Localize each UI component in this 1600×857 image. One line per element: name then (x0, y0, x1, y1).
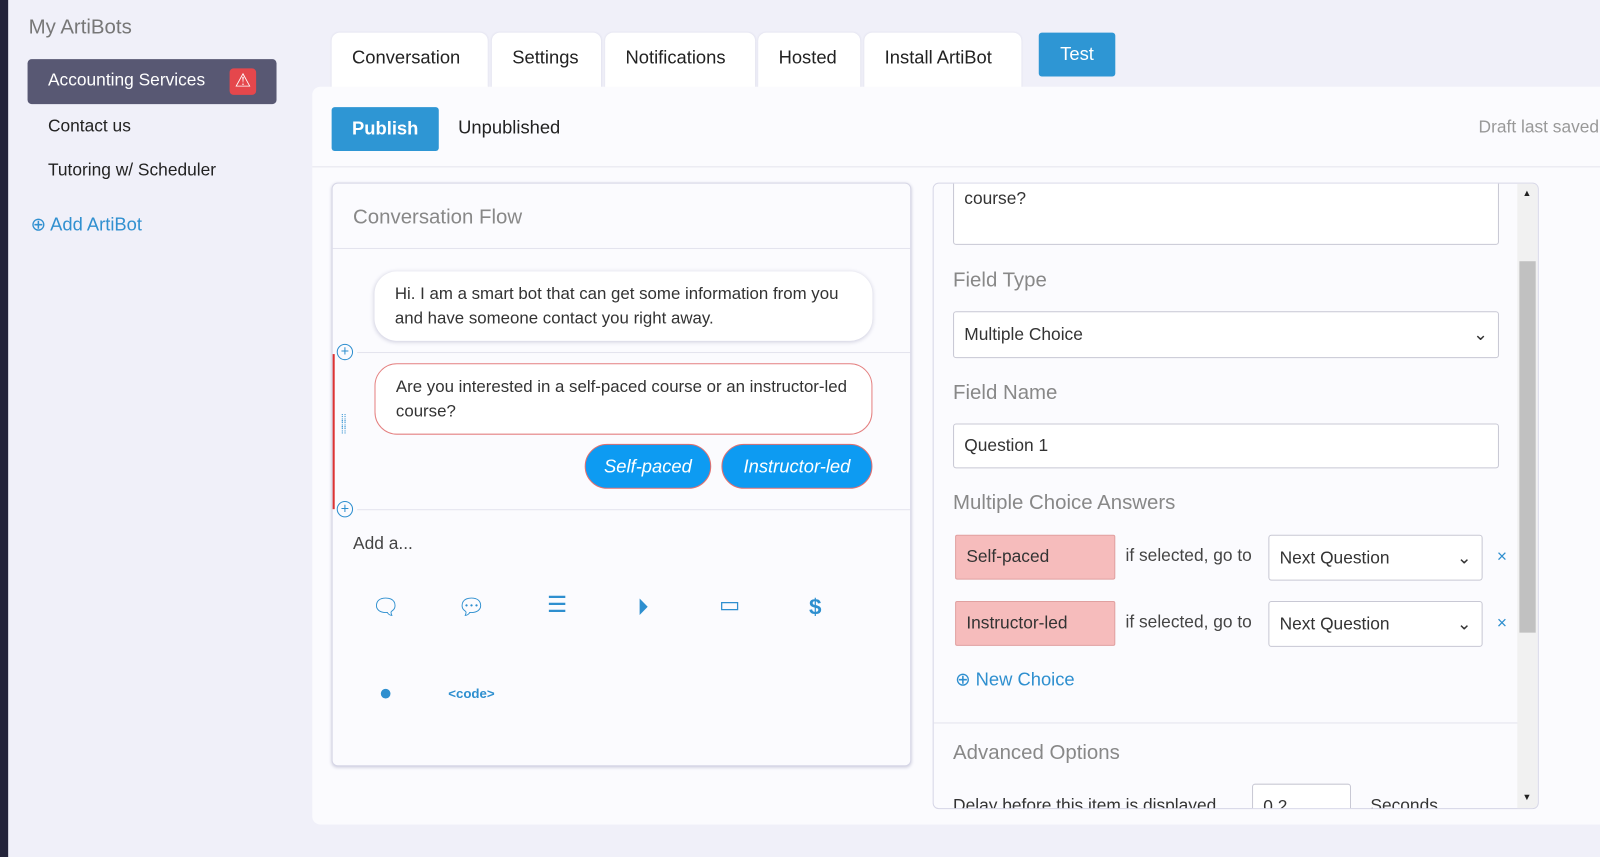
insert-plus-icon[interactable]: + (336, 501, 354, 518)
plus-circle-icon: ⊕ (955, 669, 971, 690)
field-type-select[interactable]: Multiple Choice ⌄ (953, 311, 1499, 359)
flow-title: Conversation Flow (353, 206, 523, 229)
greeting-message[interactable]: Hi. I am a smart bot that can get some i… (374, 271, 873, 341)
divider (357, 352, 911, 354)
map-pin-icon[interactable]: ● (378, 679, 393, 706)
test-button[interactable]: Test (1038, 32, 1116, 77)
question-textarea[interactable]: course? (953, 183, 1499, 245)
goto-label: if selected, go to (1125, 545, 1252, 566)
add-item-label: Add a... (353, 533, 413, 554)
tab-install-artibot[interactable]: Install ArtiBot (864, 32, 1022, 88)
chevron-down-icon: ⌄ (1456, 614, 1472, 634)
divider (312, 166, 1600, 168)
goto-value: Next Question (1279, 547, 1390, 568)
publish-button[interactable]: Publish (331, 107, 439, 152)
sidebar-item-tutoring[interactable]: Tutoring w/ Scheduler (28, 149, 277, 194)
choice-instructor-led[interactable]: Instructor-led (721, 443, 873, 489)
question-message[interactable]: Are you interested in a self-paced cours… (374, 363, 873, 435)
selected-indicator (332, 354, 335, 510)
scrollbar[interactable]: ▲ ▼ (1517, 183, 1538, 809)
scroll-down-icon[interactable]: ▼ (1522, 791, 1532, 803)
draft-saved-status: Draft last saved (1478, 117, 1600, 137)
new-choice-link[interactable]: ⊕ New Choice (955, 669, 1075, 690)
goto-select[interactable]: Next Question ⌄ (1268, 601, 1483, 647)
choice-self-paced[interactable]: Self-paced (584, 443, 712, 489)
remove-answer-icon[interactable]: × (1496, 546, 1508, 567)
chevron-down-icon: ⌄ (1473, 324, 1488, 344)
sidebar-item-label: Tutoring w/ Scheduler (47, 160, 217, 180)
drag-handle-icon[interactable]: ⁞⁞ ⁞⁞ ⁞⁞ (340, 413, 347, 437)
conversation-flow-panel: Conversation Flow Hi. I am a smart bot t… (331, 182, 912, 767)
tab-conversation[interactable]: Conversation (331, 32, 488, 88)
add-artibot-label: Add ArtiBot (50, 214, 143, 235)
advanced-options-label: Advanced Options (953, 741, 1120, 765)
field-name-input[interactable]: Question 1 (953, 423, 1499, 469)
remove-answer-icon[interactable]: × (1496, 613, 1508, 633)
calendar-icon[interactable]: ▭ (718, 591, 741, 618)
answer-input[interactable]: Instructor-led (955, 601, 1116, 646)
sidebar-item-accounting-services[interactable]: Accounting Services ⚠ (27, 59, 277, 105)
list-icon[interactable]: ☰ (547, 591, 568, 618)
play-circle-icon[interactable]: ⏵ (637, 593, 649, 620)
dollar-icon[interactable]: $ (809, 593, 822, 620)
sidebar-item-label: Accounting Services (47, 70, 206, 90)
divider (357, 509, 911, 511)
answer-input[interactable]: Self-paced (955, 534, 1116, 580)
tab-hosted[interactable]: Hosted (758, 32, 861, 88)
tab-notifications[interactable]: Notifications (605, 32, 756, 88)
scrollbar-thumb[interactable] (1519, 261, 1536, 633)
field-type-value: Multiple Choice (964, 324, 1083, 344)
speech-bubble-icon[interactable]: 💬︎ (457, 593, 486, 620)
goto-label: if selected, go to (1125, 612, 1252, 632)
divider (332, 247, 911, 249)
field-name-label: Field Name (953, 381, 1058, 405)
chevron-down-icon: ⌄ (1456, 547, 1472, 568)
warning-icon: ⚠ (229, 68, 257, 95)
divider (933, 722, 1520, 724)
delay-label: Delay before this item is displayed (953, 795, 1217, 810)
window-edge (0, 0, 9, 857)
tab-settings[interactable]: Settings (491, 32, 602, 88)
field-type-label: Field Type (953, 269, 1047, 292)
publish-status: Unpublished (458, 117, 561, 138)
item-editor-panel: course? Field Type Multiple Choice ⌄ Fiel… (932, 182, 1539, 810)
goto-value: Next Question (1279, 614, 1390, 634)
goto-select[interactable]: Next Question ⌄ (1268, 534, 1483, 581)
scroll-up-icon[interactable]: ▲ (1522, 187, 1532, 198)
sidebar-item-label: Contact us (47, 116, 131, 136)
delay-unit: Seconds (1370, 795, 1438, 810)
new-choice-label: New Choice (975, 669, 1075, 690)
add-artibot-link[interactable]: ⊕ Add ArtiBot (31, 214, 142, 235)
question-bubble-icon[interactable]: 🗨 (371, 593, 400, 620)
answers-label: Multiple Choice Answers (953, 491, 1176, 515)
sidebar-item-contact-us[interactable]: Contact us (28, 105, 277, 150)
delay-input[interactable]: 0.2 (1252, 783, 1352, 809)
insert-plus-icon[interactable]: + (336, 343, 354, 361)
plus-circle-icon: ⊕ (30, 214, 47, 235)
sidebar-title: My ArtiBots (28, 16, 132, 39)
code-icon[interactable]: <code> (448, 685, 495, 702)
